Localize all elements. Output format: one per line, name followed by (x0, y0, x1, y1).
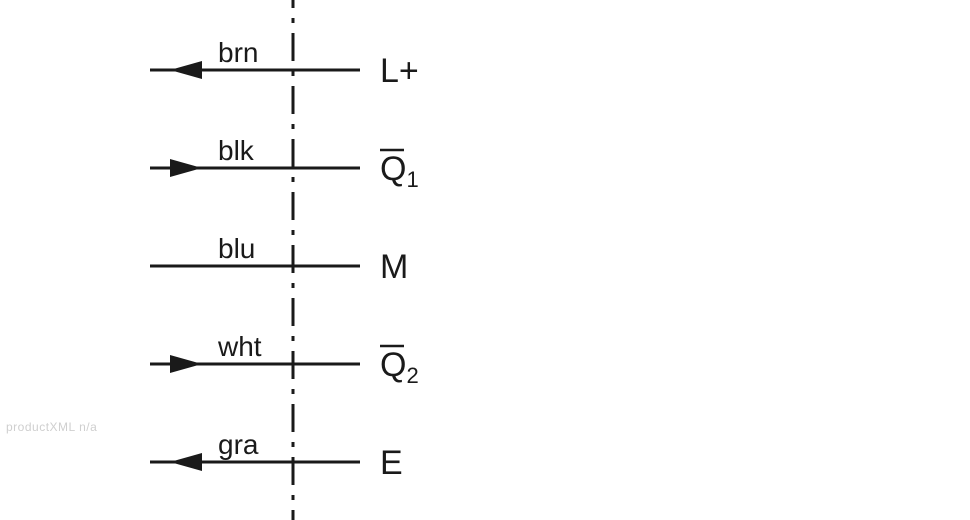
wire-color-label: blk (218, 135, 255, 166)
terminal-label: M (380, 248, 408, 286)
wire-row-3: wht Q2 (150, 331, 419, 388)
direction-arrow-icon (170, 355, 202, 373)
wire-row-2: blu M (150, 233, 408, 286)
wire-color-label: wht (217, 331, 262, 362)
wire-color-label: brn (218, 37, 258, 68)
terminal-label: L+ (380, 52, 419, 90)
wiring-diagram: brn L+ blk Q1 blu Mwht Q2 gra E (0, 0, 970, 520)
wire-row-1: blk Q1 (150, 135, 419, 192)
wire-color-label: gra (218, 429, 259, 460)
wire-color-label: blu (218, 233, 255, 264)
direction-arrow-icon (170, 159, 202, 177)
wire-row-4: gra E (150, 429, 403, 482)
terminal-label: E (380, 444, 403, 482)
terminal-label: Q1 (380, 150, 419, 192)
terminal-label: Q2 (380, 346, 419, 388)
direction-arrow-icon (170, 453, 202, 471)
wire-row-0: brn L+ (150, 37, 419, 90)
direction-arrow-icon (170, 61, 202, 79)
watermark-text: productXML n/a (6, 420, 97, 434)
